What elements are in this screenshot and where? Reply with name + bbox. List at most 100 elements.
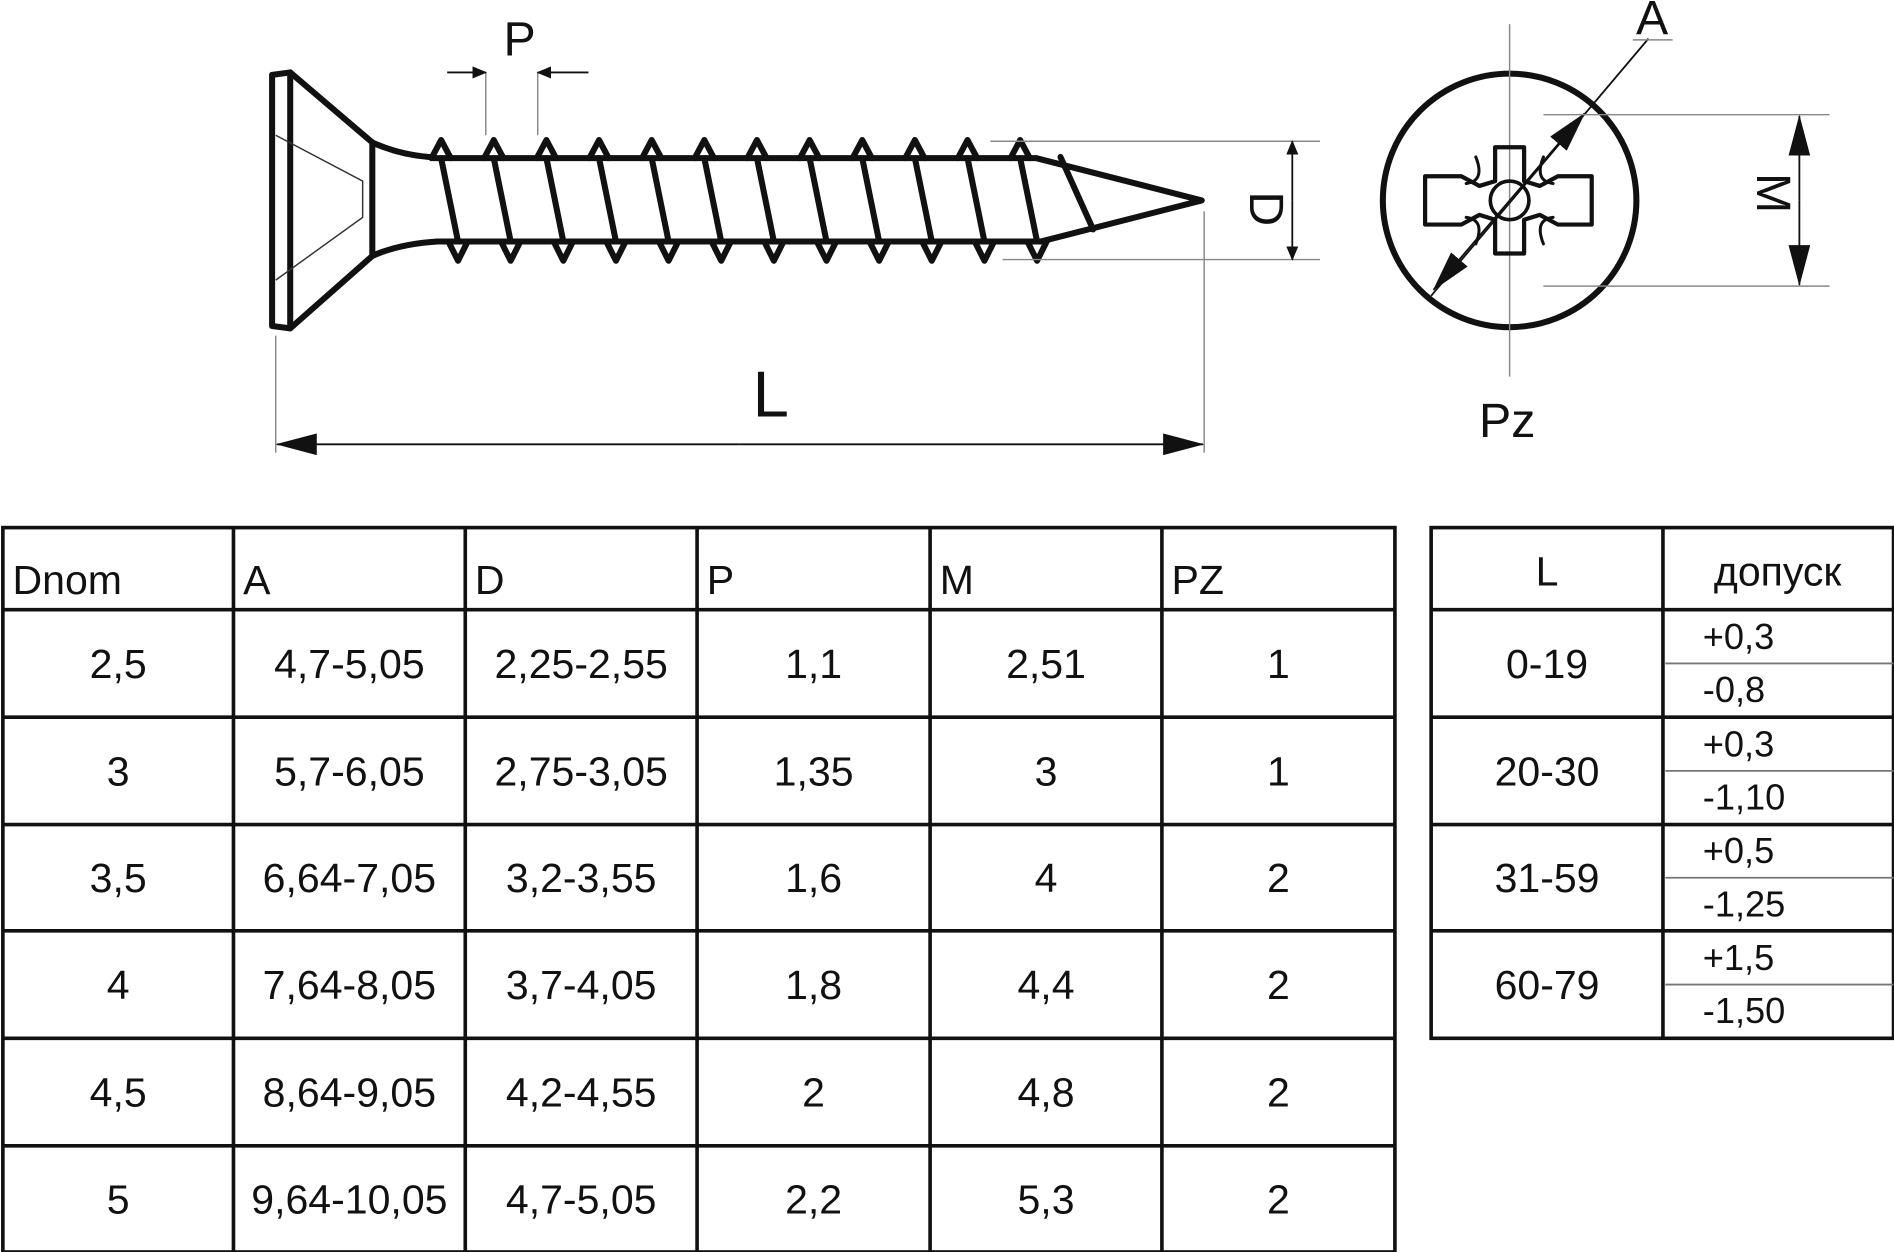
thread-crest-top bbox=[1007, 137, 1033, 162]
length-range: 60-79 bbox=[1495, 962, 1600, 1008]
thread-flank bbox=[648, 155, 672, 245]
pozidriv-recess-icon bbox=[1422, 145, 1594, 256]
table-cell: 2,25-2,55 bbox=[494, 641, 667, 687]
table-cell: 4,7-5,05 bbox=[506, 1176, 657, 1222]
table-cell: 1,6 bbox=[785, 855, 842, 901]
table-cell: 2,75-3,05 bbox=[494, 748, 667, 794]
dimensions-table: Dnom A D P M PZ 2,5 4,7-5,05 2,25-2,55 1,1 2,51 1 3 5… bbox=[1, 525, 1397, 1252]
table-cell: 4,5 bbox=[90, 1070, 147, 1116]
label-pz: Pz bbox=[1479, 394, 1535, 448]
thread-flank bbox=[806, 155, 830, 245]
table-cell: 4 bbox=[1035, 855, 1058, 901]
thread-crest-top bbox=[691, 137, 718, 162]
tolerance-minus: -1,50 bbox=[1703, 990, 1786, 1031]
thread-flank bbox=[438, 155, 462, 245]
thread-flank bbox=[964, 155, 988, 245]
tolerance-minus: -1,10 bbox=[1703, 777, 1786, 818]
table-cell: 7,64-8,05 bbox=[263, 962, 436, 1008]
table-cell: 2 bbox=[802, 1070, 825, 1116]
column-header-tolerance: допуск bbox=[1714, 549, 1843, 595]
table-cell: 9,64-10,05 bbox=[251, 1176, 447, 1222]
screw-tip bbox=[1033, 155, 1205, 245]
table-cell: 1,35 bbox=[774, 748, 854, 794]
thread-crest-bottom bbox=[813, 238, 840, 264]
thread-crest-bottom bbox=[971, 238, 998, 264]
thread-crest-top bbox=[796, 137, 823, 162]
thread-crest-bottom bbox=[866, 238, 892, 264]
thread-crest-bottom bbox=[761, 238, 787, 264]
table-cell: 1 bbox=[1267, 748, 1290, 794]
table-cell: 4,7-5,05 bbox=[274, 641, 425, 687]
table-cell: 3 bbox=[107, 748, 130, 794]
diameter-dimension: D bbox=[990, 140, 1321, 261]
table-cell: 2,51 bbox=[1006, 641, 1086, 687]
thread-crest-top bbox=[639, 137, 665, 162]
table-cell: 2 bbox=[1267, 1176, 1290, 1222]
table-cell: 5,7-6,05 bbox=[274, 748, 425, 794]
thread-crest-top bbox=[902, 137, 928, 162]
thread-flank bbox=[596, 155, 619, 245]
table-cell: 6,64-7,05 bbox=[263, 855, 436, 901]
screw-head-plate bbox=[269, 69, 294, 332]
thread-crest-bottom bbox=[497, 238, 524, 264]
column-header: A bbox=[243, 557, 271, 603]
table-cell: 4,8 bbox=[1017, 1070, 1074, 1116]
thread-crest-bottom bbox=[919, 238, 945, 264]
column-header: D bbox=[475, 557, 505, 603]
tolerance-minus: -0,8 bbox=[1703, 669, 1765, 710]
table-cell: 1,1 bbox=[785, 641, 842, 687]
column-header: P bbox=[707, 557, 734, 603]
thread-crest-top bbox=[744, 137, 770, 162]
table-cell: 2,2 bbox=[785, 1176, 842, 1222]
length-range: 0-19 bbox=[1506, 641, 1588, 687]
table-cell: 2 bbox=[1267, 962, 1290, 1008]
table-cell: 3,2-3,55 bbox=[506, 855, 657, 901]
length-range: 31-59 bbox=[1495, 855, 1600, 901]
column-header: Dnom bbox=[13, 557, 122, 603]
column-header-l: L bbox=[1536, 549, 1559, 595]
table-cell: 4,2-4,55 bbox=[506, 1070, 657, 1116]
tolerance-minus: -1,25 bbox=[1703, 883, 1786, 924]
tolerance-plus: +0,3 bbox=[1703, 723, 1774, 764]
screw-side-view bbox=[269, 69, 1205, 332]
table-cell: 3,7-4,05 bbox=[506, 962, 657, 1008]
thread-crest-bottom bbox=[603, 238, 629, 264]
thread-crest-bottom bbox=[655, 238, 682, 264]
thread-flank bbox=[859, 155, 883, 245]
table-cell: 1,8 bbox=[785, 962, 842, 1008]
thread-flank bbox=[543, 155, 567, 245]
label-l: L bbox=[753, 358, 789, 431]
column-header: PZ bbox=[1172, 557, 1224, 603]
screw-threads bbox=[428, 137, 1050, 264]
tolerance-plus: +0,3 bbox=[1703, 616, 1774, 657]
table-cell: 5,3 bbox=[1017, 1176, 1074, 1222]
thread-flank bbox=[911, 155, 935, 245]
thread-crest-bottom bbox=[1024, 238, 1050, 264]
thread-crest-top bbox=[586, 137, 612, 162]
thread-crest-top bbox=[954, 137, 981, 162]
thread-crest-top bbox=[533, 137, 560, 162]
thread-crest-top bbox=[428, 137, 454, 162]
tolerance-plus: +1,5 bbox=[1703, 937, 1774, 978]
pitch-dimension: P bbox=[447, 13, 589, 136]
thread-crest-top bbox=[481, 137, 507, 162]
length-range: 20-30 bbox=[1495, 748, 1600, 794]
label-a: A bbox=[1636, 0, 1669, 45]
label-p: P bbox=[503, 13, 535, 67]
screw-head-cone bbox=[287, 69, 376, 332]
column-header: M bbox=[940, 557, 974, 603]
thread-flank bbox=[490, 155, 514, 245]
thread-flank bbox=[1017, 155, 1041, 245]
table-cell: 2,5 bbox=[90, 641, 147, 687]
length-dimension: L bbox=[275, 211, 1205, 456]
table-cell: 4,4 bbox=[1017, 962, 1074, 1008]
table-cell: 1 bbox=[1267, 641, 1290, 687]
tolerance-plus: +0,5 bbox=[1703, 830, 1774, 871]
label-m: M bbox=[1746, 173, 1800, 213]
label-d: D bbox=[1239, 191, 1293, 226]
thread-crest-top bbox=[849, 137, 875, 162]
table-cell: 4 bbox=[107, 962, 130, 1008]
table-cell: 2 bbox=[1267, 855, 1290, 901]
